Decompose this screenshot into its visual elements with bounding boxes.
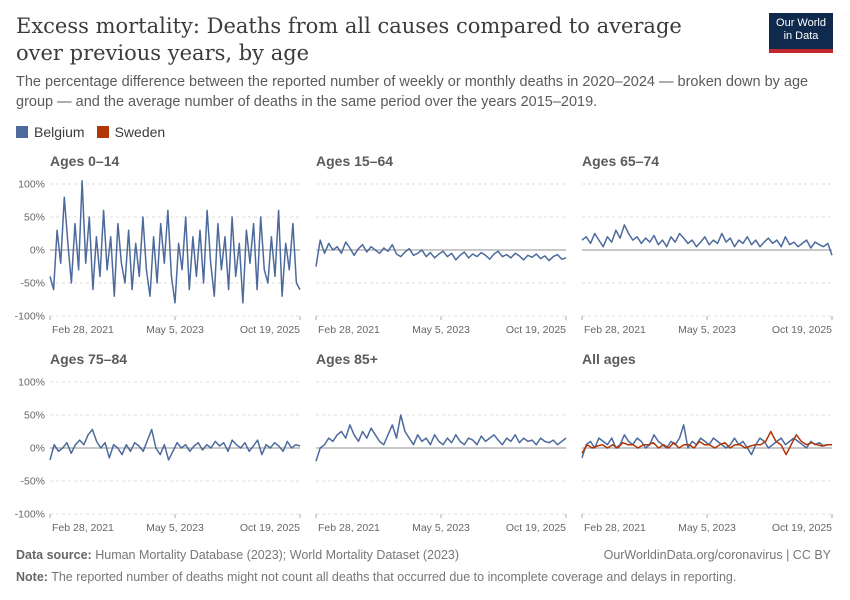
x-tick-label: Feb 28, 2021 [584,324,646,336]
note: Note: The reported number of deaths migh… [16,570,736,584]
panel-2-title: Ages 15–64 [316,153,393,169]
legend-swatch-sweden [96,126,109,138]
x-tick-label: May 5, 2023 [678,324,736,336]
legend-label-belgium: Belgium [34,124,85,140]
owid-logo[interactable]: Our World in Data [769,13,833,53]
source-text: Human Mortality Database (2023); World M… [95,548,460,562]
y-tick-label: -100% [15,311,45,323]
note-text: The reported number of deaths might not … [51,570,737,584]
panel-5-series-belgium [315,414,567,462]
panel-1-series-belgium [49,179,301,304]
x-tick-label: May 5, 2023 [146,522,204,534]
y-tick-label: -50% [20,476,45,488]
y-tick-label: 50% [24,410,45,422]
x-tick-label: Oct 19, 2025 [506,522,566,534]
x-tick-label: Oct 19, 2025 [772,522,832,534]
logo-line-1: Our World [776,17,826,29]
source-label: Data source: [16,548,92,562]
chart-title: Excess mortality: Deaths from all causes… [16,14,682,65]
legend-item-sweden[interactable]: Sweden [96,124,166,140]
x-tick-label: Oct 19, 2025 [240,522,300,534]
x-tick-label: Feb 28, 2021 [52,324,114,336]
panel-2-series-belgium [315,239,567,267]
attribution-link[interactable]: OurWorldinData.org/coronavirus | CC BY [603,548,831,562]
logo-line-2: in Data [783,30,819,42]
panel-6-series-belgium [581,424,832,459]
y-tick-label: 100% [18,377,45,389]
x-tick-label: May 5, 2023 [412,324,470,336]
note-label: Note: [16,570,48,584]
panel-5-title: Ages 85+ [316,351,378,367]
y-tick-label: -100% [15,509,45,521]
chart-subtitle: The percentage difference between the re… [16,74,809,110]
y-tick-label: 50% [24,212,45,224]
legend: Belgium Sweden [16,123,177,141]
data-source: Data source: Human Mortality Database (2… [16,548,459,562]
panel-6-title: All ages [582,351,636,367]
x-tick-label: Feb 28, 2021 [318,324,380,336]
panel-1-title: Ages 0–14 [50,153,119,169]
y-tick-label: 0% [30,245,45,257]
x-tick-label: Oct 19, 2025 [772,324,832,336]
panel-6-series-sweden [581,430,832,456]
legend-swatch-belgium [16,126,28,138]
x-tick-label: Feb 28, 2021 [318,522,380,534]
x-tick-label: May 5, 2023 [678,522,736,534]
x-tick-label: May 5, 2023 [412,522,470,534]
y-tick-label: -50% [20,278,45,290]
legend-item-belgium[interactable]: Belgium [16,124,85,140]
x-tick-label: Feb 28, 2021 [584,522,646,534]
panel-4-series-belgium [49,428,301,461]
panel-3-title: Ages 65–74 [582,153,659,169]
x-tick-label: May 5, 2023 [146,324,204,336]
panel-3-series-belgium [581,224,833,256]
y-tick-label: 0% [30,443,45,455]
x-tick-label: Feb 28, 2021 [52,522,114,534]
legend-label-sweden: Sweden [114,124,166,140]
x-tick-label: Oct 19, 2025 [240,324,300,336]
x-tick-label: Oct 19, 2025 [506,324,566,336]
panel-4-title: Ages 75–84 [50,351,127,367]
y-tick-label: 100% [18,179,45,191]
